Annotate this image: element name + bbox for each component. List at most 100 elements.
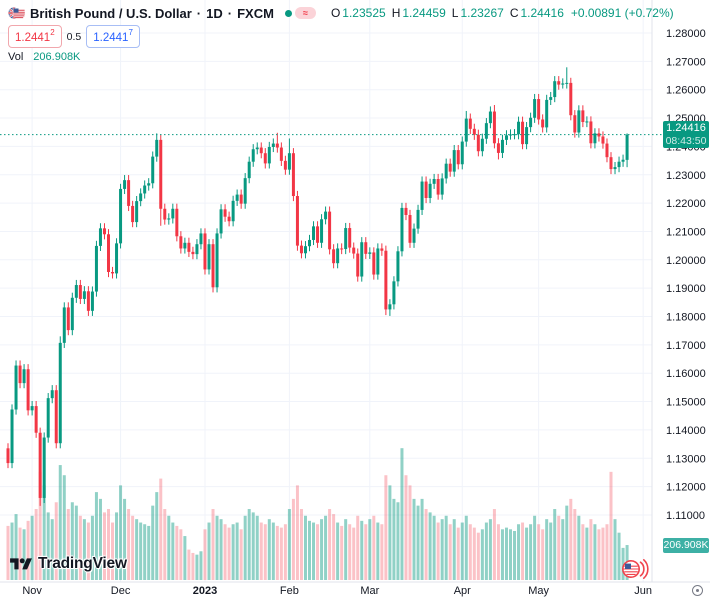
volume-bar — [348, 524, 352, 580]
candle-body — [287, 153, 291, 170]
time-tick-label[interactable]: Jun — [634, 585, 652, 597]
tradingview-logo[interactable]: TradingView — [10, 555, 127, 573]
candle-body — [267, 146, 271, 164]
economic-event-flag-icon[interactable] — [616, 558, 650, 580]
volume-bar — [424, 509, 428, 580]
time-tick-label[interactable]: Mar — [360, 585, 379, 597]
volume-bar — [585, 527, 589, 580]
tradingview-logo-icon — [10, 557, 32, 569]
candle-body — [617, 161, 621, 168]
volume-label[interactable]: Vol — [8, 51, 24, 63]
time-tick-label[interactable]: 2023 — [193, 585, 217, 597]
candle-body — [529, 117, 533, 128]
candle-body — [352, 247, 356, 254]
price-tick-label[interactable]: 1.19000 — [666, 283, 706, 295]
candle-body — [420, 181, 424, 210]
candle-body — [139, 193, 143, 202]
price-tick-label[interactable]: 1.23000 — [666, 170, 706, 182]
price-tick-label[interactable]: 1.20000 — [666, 255, 706, 267]
volume-bar — [396, 502, 400, 580]
price-tick-label[interactable]: 1.13000 — [666, 453, 706, 465]
volume-bar — [328, 509, 332, 580]
candle-body — [621, 159, 625, 162]
volume-bar — [404, 475, 408, 580]
volume-bar — [488, 519, 492, 580]
price-tick-label[interactable]: 1.11000 — [666, 510, 705, 522]
volume-bar — [324, 515, 328, 580]
volume-bar — [400, 448, 404, 580]
candle-body — [565, 82, 569, 84]
volume-bar — [223, 524, 227, 580]
time-tick-label[interactable]: May — [528, 585, 549, 597]
candle-body — [26, 369, 30, 411]
candle-body — [581, 110, 585, 123]
price-tick-label[interactable]: 1.18000 — [666, 312, 706, 324]
bar-countdown: 08:43:50 — [665, 135, 707, 147]
exchange-label[interactable]: FXCM — [237, 5, 274, 21]
volume-bar — [388, 485, 392, 580]
price-tick-label[interactable]: 1.16000 — [666, 368, 706, 380]
price-tick-label[interactable]: 1.14000 — [666, 425, 706, 437]
price-tick-label[interactable]: 1.28000 — [666, 28, 706, 40]
volume-bar — [58, 465, 62, 580]
volume-bar — [452, 519, 456, 580]
candle-body — [573, 115, 577, 133]
volume-bar — [420, 498, 424, 580]
volume-bar — [372, 515, 376, 580]
price-tick-label[interactable]: 1.12000 — [666, 482, 706, 494]
candle-body — [155, 139, 159, 157]
volume-bar — [199, 551, 203, 580]
volume-bar — [211, 509, 215, 580]
interval-label[interactable]: 1D — [206, 5, 223, 21]
time-tick-label[interactable]: Nov — [22, 585, 42, 597]
bid-price-button[interactable]: 1.24412 — [8, 25, 62, 48]
price-tick-label[interactable]: 1.26000 — [666, 85, 706, 97]
volume-bar — [609, 471, 613, 580]
time-tick-label[interactable]: Apr — [454, 585, 471, 597]
volume-bar — [135, 519, 139, 580]
price-tick-label[interactable]: 1.27000 — [666, 56, 706, 68]
candle-body — [215, 233, 219, 288]
candle-body — [183, 242, 187, 249]
high-label: H — [391, 6, 401, 20]
candle-body — [279, 147, 283, 161]
time-tick-label[interactable]: Feb — [280, 585, 299, 597]
volume-bar — [207, 522, 211, 580]
volume-bar — [22, 529, 26, 580]
candle-body — [372, 252, 376, 275]
candle-body — [275, 143, 279, 148]
price-tick-label[interactable]: 1.15000 — [666, 397, 706, 409]
candle-body — [561, 83, 565, 85]
candle-body — [291, 153, 295, 197]
candle-body — [58, 342, 62, 444]
ask-price-button[interactable]: 1.24417 — [86, 25, 140, 48]
price-tick-label[interactable]: 1.17000 — [666, 340, 706, 352]
candle-body — [484, 123, 488, 139]
volume-bar — [392, 498, 396, 580]
symbol-title[interactable]: British Pound / U.S. Dollar — [30, 5, 192, 21]
volume-bar — [102, 512, 106, 580]
candle-body — [239, 194, 243, 204]
candle-body — [384, 250, 388, 310]
volume-bar — [279, 527, 283, 580]
delayed-data-icon[interactable]: ≈ — [294, 7, 316, 19]
timezone-clock-icon[interactable] — [692, 585, 703, 596]
candle-body — [94, 245, 98, 292]
candle-body — [259, 147, 263, 154]
volume-bar — [163, 509, 167, 580]
volume-bar — [227, 527, 231, 580]
candle-body — [107, 234, 110, 272]
price-tick-label[interactable]: 1.21000 — [666, 226, 706, 238]
volume-bar — [537, 524, 541, 580]
volume-bar — [368, 519, 372, 580]
candle-body — [316, 226, 320, 243]
market-open-dot-icon[interactable] — [284, 9, 292, 17]
price-tick-label[interactable]: 1.22000 — [666, 198, 706, 210]
volume-bar — [159, 478, 163, 580]
candle-body — [38, 432, 42, 498]
candle-body — [537, 99, 541, 120]
time-tick-label[interactable]: Dec — [111, 585, 131, 597]
candle-body — [500, 139, 504, 153]
candle-body — [62, 307, 66, 343]
